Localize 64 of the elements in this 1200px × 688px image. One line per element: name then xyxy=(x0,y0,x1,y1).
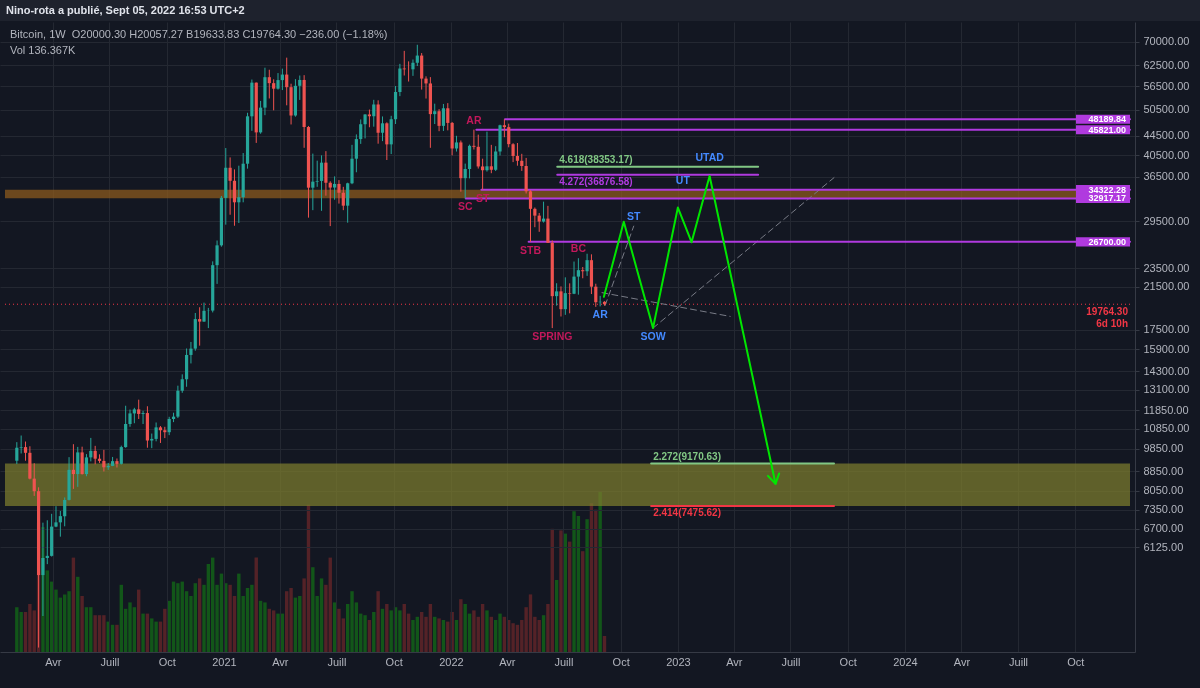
x-tick-label: Avr xyxy=(272,655,289,668)
data-label: 45821.00 xyxy=(1088,124,1126,135)
annotation: ST xyxy=(627,210,642,223)
y-tick-label: 70000.00 xyxy=(1143,35,1190,48)
annotation: AR xyxy=(592,308,609,321)
y-tick-label: 6700.00 xyxy=(1143,522,1184,535)
y-tick-label: 8850.00 xyxy=(1143,464,1184,477)
annotation: Vol 136.367K xyxy=(10,44,76,56)
text: Bitcoin, 1W O20000.30 H20057.27 B19633.83 C19764.30 −236.00 (−1.18%) xyxy=(10,28,388,40)
y-tick-label: 36500.00 xyxy=(1143,170,1190,183)
data-label: 4.618(38353.17) xyxy=(559,153,633,165)
x-tick-label: 2021 xyxy=(212,655,237,668)
ref-line-label: 19764.30 6d 10h xyxy=(1086,306,1129,330)
data-label: 2.272(9170.63) xyxy=(653,450,721,462)
y-tick-label: 56500.00 xyxy=(1143,79,1190,92)
y-tick-label: 8050.00 xyxy=(1143,484,1184,497)
annotation: BC xyxy=(570,242,587,255)
chart-title: Nino-rota a publié, Sept 05, 2022 16:53 UTC+2 xyxy=(0,0,1200,21)
y-tick-label: 6125.00 xyxy=(1143,540,1184,553)
annotation: SPRING xyxy=(532,330,573,343)
x-tick-label: Oct xyxy=(158,655,176,668)
x-tick-label: Oct xyxy=(1067,655,1085,668)
x-tick-label: Juill xyxy=(1009,655,1029,668)
annotation: AR xyxy=(466,113,482,126)
y-tick-label: 21500.00 xyxy=(1143,280,1190,293)
y-tick-label: 7350.00 xyxy=(1143,503,1184,516)
y-tick-label: 13100.00 xyxy=(1143,383,1190,396)
y-tick-label: 17500.00 xyxy=(1143,323,1190,335)
x-tick-label: Juill xyxy=(781,655,801,668)
data-label: 48189.84 xyxy=(1088,114,1126,125)
x-tick-label: Avr xyxy=(726,655,743,668)
x-tick-label: Oct xyxy=(839,655,857,668)
data-label: 2.414(7475.62) xyxy=(653,507,721,519)
annotation: UT xyxy=(675,173,691,186)
y-tick-label: 11850.00 xyxy=(1143,403,1189,416)
y-tick-label: 14300.00 xyxy=(1143,364,1190,377)
x-tick-label: Juill xyxy=(554,655,574,668)
x-tick-label: 2022 xyxy=(439,655,464,668)
x-tick-label: Avr xyxy=(953,655,971,668)
x-tick-label: Oct xyxy=(385,655,403,668)
annotation: SC xyxy=(457,200,473,213)
y-tick-label: 23500.00 xyxy=(1143,261,1190,274)
y-tick-label: 9850.00 xyxy=(1143,442,1184,455)
y-tick-label: 29500.00 xyxy=(1143,214,1190,227)
data-label: 34322.28 xyxy=(1088,184,1126,195)
data-label: 32917.17 xyxy=(1088,193,1126,204)
x-tick-label: Oct xyxy=(612,655,630,668)
x-tick-label: Juill xyxy=(100,655,120,668)
x-tick-label: 2023 xyxy=(666,655,691,668)
y-tick-label: 10850.00 xyxy=(1143,422,1190,435)
annotation: STB xyxy=(520,243,542,256)
x-tick-label: 2024 xyxy=(893,655,918,668)
annotation: UTAD xyxy=(695,150,725,163)
y-tick-label: 62500.00 xyxy=(1143,58,1190,71)
x-tick-label: Avr xyxy=(499,655,516,668)
y-tick-label: 44500.00 xyxy=(1143,129,1190,142)
y-tick-label: 40500.00 xyxy=(1143,148,1190,161)
x-tick-label: Juill xyxy=(327,655,347,668)
annotation: SOW xyxy=(640,330,666,343)
y-tick-label: 15900.00 xyxy=(1143,342,1190,355)
y-tick-label: 50500.00 xyxy=(1143,103,1190,116)
data-label: 4.272(36876.58) xyxy=(559,175,633,187)
x-tick-label: Avr xyxy=(45,655,62,668)
data-label: 26700.00 xyxy=(1088,236,1126,247)
